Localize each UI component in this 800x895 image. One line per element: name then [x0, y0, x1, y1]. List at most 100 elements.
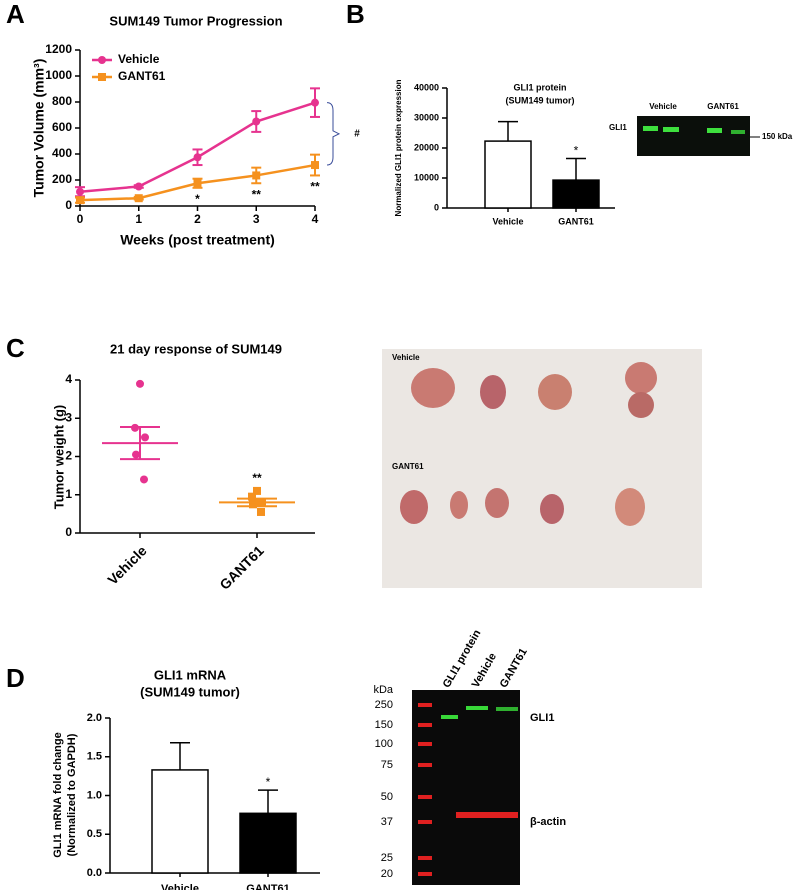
panel-label: D — [6, 663, 25, 693]
marker — [134, 194, 143, 203]
row-label: Vehicle — [392, 353, 420, 362]
x-tick-label: Vehicle — [104, 542, 150, 588]
panel-label: B — [346, 0, 365, 29]
ladder-band — [418, 763, 432, 767]
y-tick-label: 600 — [52, 120, 72, 134]
legend-marker — [98, 56, 106, 64]
annotation: ** — [252, 187, 262, 201]
chart-title: (SUM149 tumor) — [140, 684, 240, 699]
x-tick-label: 4 — [312, 212, 319, 226]
panel-label: C — [6, 333, 25, 363]
tumor — [400, 490, 428, 524]
band-label: β-actin — [530, 816, 566, 828]
annotation: * — [266, 775, 271, 789]
marker — [132, 450, 140, 459]
y-tick-label: 20000 — [414, 142, 439, 152]
y-tick-label: 10000 — [414, 172, 439, 182]
blot-background — [637, 116, 750, 156]
x-axis-label: Weeks (post treatment) — [120, 232, 275, 248]
marker — [252, 171, 261, 180]
chart-title: (SUM149 tumor) — [505, 95, 574, 105]
annotation: ** — [252, 471, 262, 485]
bracket — [326, 102, 341, 166]
ladder-label: 37 — [381, 816, 393, 828]
legend-label: GANT61 — [118, 69, 166, 83]
legend-marker — [98, 73, 106, 81]
band — [731, 130, 745, 134]
marker — [141, 433, 149, 442]
ladder-band — [418, 742, 432, 746]
marker — [134, 182, 143, 191]
band — [456, 812, 518, 818]
unit-label: kDa — [373, 684, 393, 696]
panel-label: A — [6, 0, 25, 29]
tumor — [411, 368, 455, 408]
y-tick-label: 1.0 — [87, 789, 102, 801]
x-tick-label: Vehicle — [161, 883, 199, 890]
tumor — [485, 488, 509, 518]
photo-c: Vehicle GANT61 — [382, 349, 702, 588]
annotation: ** — [310, 180, 320, 194]
blot-background — [412, 690, 520, 885]
y-axis-label: GLI1 mRNA fold change — [52, 732, 64, 858]
annotation: * — [195, 192, 200, 206]
tumor — [480, 375, 506, 409]
ladder-label: 250 — [375, 699, 393, 711]
tumor — [628, 392, 654, 418]
band — [496, 707, 518, 711]
ladder-label: 25 — [381, 852, 393, 864]
y-tick-label: 3 — [65, 410, 72, 424]
ladder-band — [418, 703, 432, 707]
band-label: GLI1 — [609, 123, 627, 132]
x-tick-label: Vehicle — [492, 216, 523, 226]
y-tick-label: 200 — [52, 172, 72, 186]
ladder-band — [418, 820, 432, 824]
x-tick-label: GANT61 — [216, 542, 267, 593]
chart-title: SUM149 Tumor Progression — [109, 13, 282, 28]
bar — [151, 769, 209, 874]
band — [663, 127, 679, 132]
y-axis-label: (Normalized to GAPDH) — [66, 733, 78, 856]
x-tick-label: 1 — [135, 212, 142, 226]
bar — [484, 140, 532, 209]
band — [466, 706, 488, 710]
band-label: GLI1 — [530, 712, 554, 724]
x-tick-label: 0 — [77, 212, 84, 226]
marker — [140, 475, 148, 484]
ladder-label: 100 — [375, 738, 393, 750]
lane-label: GANT61 — [498, 646, 530, 690]
y-tick-label: 0 — [65, 525, 72, 539]
y-tick-label: 2.0 — [87, 712, 102, 724]
marker — [311, 98, 319, 107]
tumor — [450, 491, 468, 519]
y-axis-label: Normalized GLI1 protein expression — [394, 79, 403, 216]
ladder-label: 75 — [381, 759, 393, 771]
marker — [252, 117, 261, 126]
annotation: * — [574, 144, 579, 158]
marker — [253, 486, 261, 495]
tumor — [625, 362, 657, 394]
marker — [193, 153, 202, 162]
tumor — [538, 374, 572, 410]
y-tick-label: 400 — [52, 146, 72, 160]
y-tick-label: 1200 — [45, 42, 72, 56]
y-tick-label: 40000 — [414, 82, 439, 92]
chart-title: GLI1 mRNA — [154, 667, 227, 682]
marker — [248, 492, 256, 501]
marker — [249, 500, 257, 509]
y-tick-label: 1 — [65, 487, 72, 501]
tumor — [615, 488, 645, 526]
y-tick-label: 800 — [52, 94, 72, 108]
band — [441, 715, 458, 719]
ladder-band — [418, 795, 432, 799]
marker — [257, 507, 265, 516]
y-tick-label: 0.5 — [87, 828, 102, 840]
band — [643, 126, 658, 131]
y-axis-label: Tumor Volume (mm³) — [31, 59, 47, 198]
x-tick-label: 2 — [194, 212, 201, 226]
bar — [552, 179, 600, 209]
marker — [76, 187, 84, 196]
annotation: # — [354, 128, 360, 139]
lane-label: Vehicle — [470, 651, 499, 690]
